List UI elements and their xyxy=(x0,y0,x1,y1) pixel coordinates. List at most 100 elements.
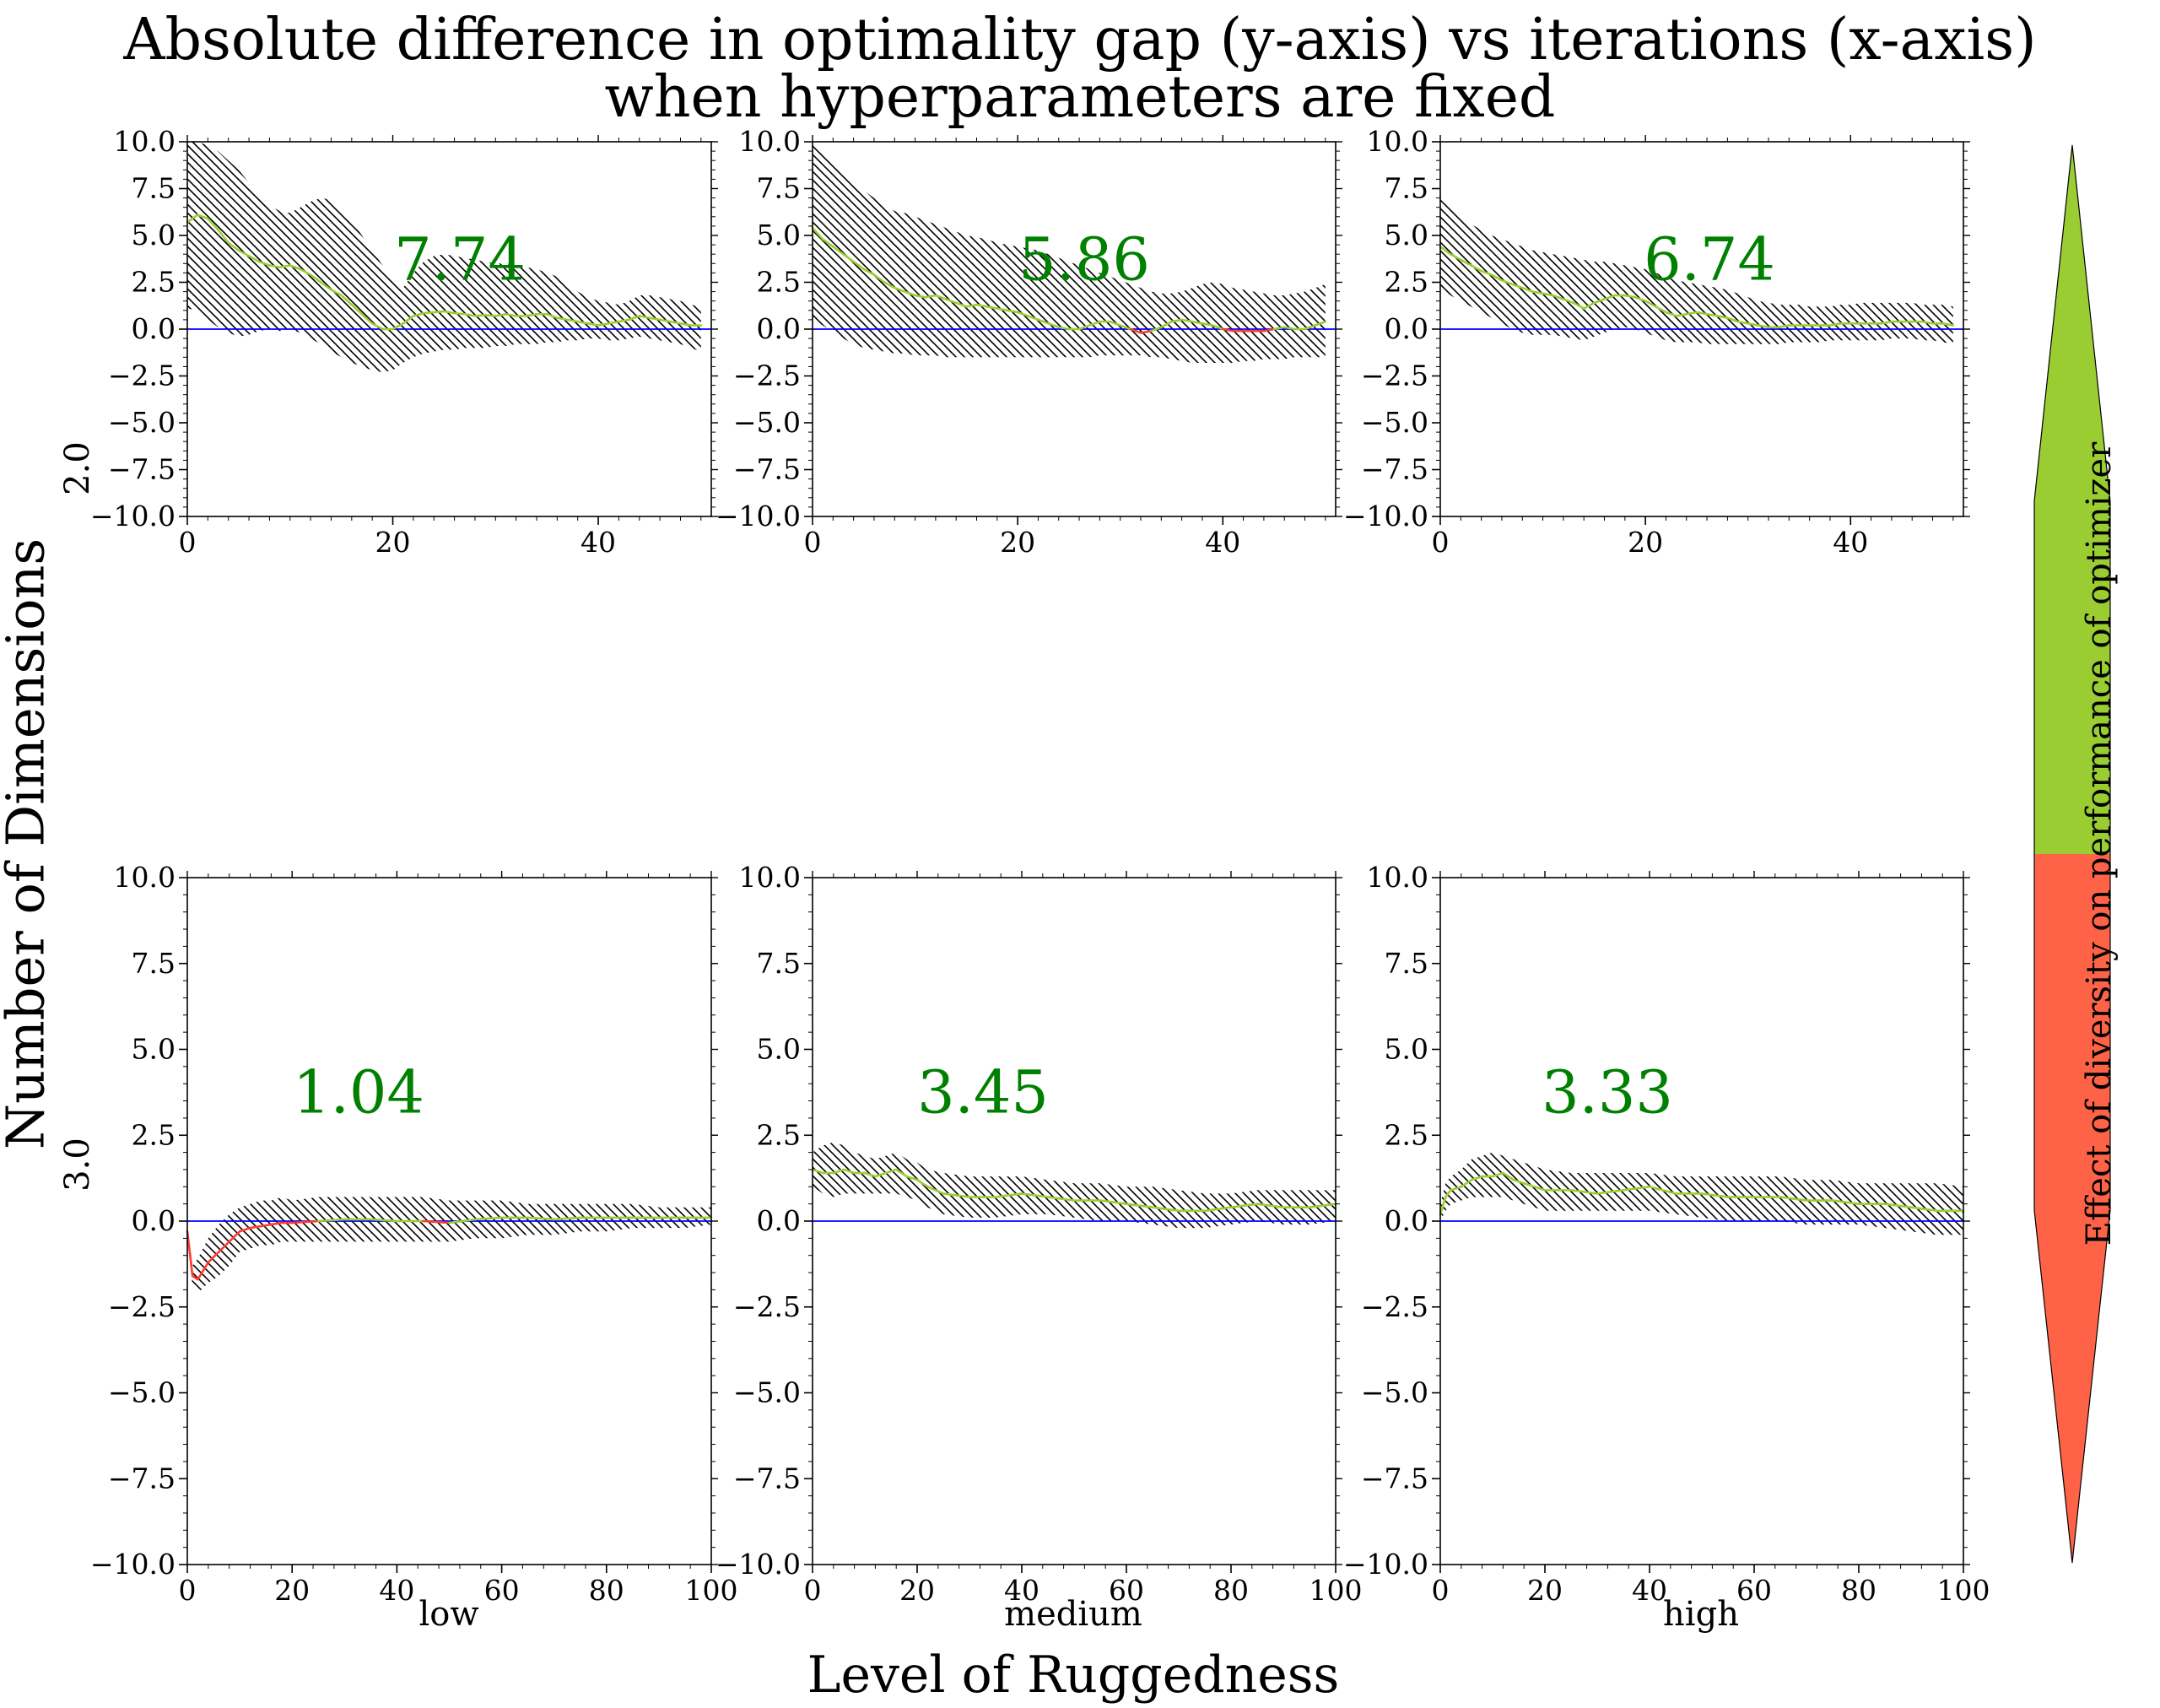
mean-line-segment xyxy=(463,312,477,317)
score-annotation: 3.33 xyxy=(1542,1057,1673,1127)
mean-line-segment xyxy=(1439,246,1452,256)
mean-line-segment xyxy=(905,1175,919,1181)
mean-line-segment xyxy=(852,260,866,271)
y-tick-label: −10.0 xyxy=(90,500,176,532)
x-tick-label: 80 xyxy=(589,1574,624,1607)
mean-line-segment xyxy=(842,1168,856,1175)
y-tick-label: −7.5 xyxy=(1361,453,1428,486)
mean-line-segment xyxy=(1151,1206,1180,1213)
x-tick-label: 0 xyxy=(179,526,197,559)
mean-line-segment xyxy=(1088,320,1101,327)
mean-line-segment xyxy=(628,315,641,322)
mean-line-segment xyxy=(832,1168,845,1175)
y-tick-label: 2.5 xyxy=(1385,1118,1428,1151)
mean-line-segment xyxy=(1160,320,1173,329)
score-annotation: 3.45 xyxy=(917,1057,1049,1127)
mean-line-segment xyxy=(370,1218,398,1223)
mean-line-segment xyxy=(934,294,948,300)
mean-line-segment xyxy=(299,268,312,276)
mean-line-segment xyxy=(448,1218,477,1224)
mean-line-segment xyxy=(1572,301,1585,310)
mean-line-segment xyxy=(1500,278,1514,286)
mean-line-segment xyxy=(1883,1203,1913,1209)
mean-line-segment xyxy=(811,1168,824,1175)
y-tick-label: −7.5 xyxy=(108,1462,176,1494)
mean-line-segment xyxy=(862,268,876,276)
mean-line-segment xyxy=(1180,318,1194,323)
y-tick-label: −10.0 xyxy=(1343,500,1428,532)
mean-line-segment xyxy=(1229,1203,1259,1209)
mean-line-segment xyxy=(986,305,999,310)
mean-line-segment xyxy=(1077,324,1091,331)
y-tick-label: 5.0 xyxy=(757,219,801,251)
mean-line-segment xyxy=(863,1171,877,1178)
mean-line-segment xyxy=(1282,326,1296,331)
mean-line-segment xyxy=(494,312,507,317)
mean-line-segment xyxy=(316,1218,346,1223)
y-tick-label: −10.0 xyxy=(1343,1548,1428,1581)
x-tick-label: 0 xyxy=(1432,526,1450,559)
mean-line-segment xyxy=(1016,311,1029,317)
mean-line-segment xyxy=(1757,324,1770,329)
mean-line-segment xyxy=(874,1171,888,1178)
score-annotation: 5.86 xyxy=(1018,225,1150,295)
mean-line-segment xyxy=(1531,290,1544,295)
y-tick-label: 10.0 xyxy=(114,861,176,894)
mean-line-segment xyxy=(638,315,651,319)
mean-line-segment xyxy=(914,294,927,299)
column-label-low: low xyxy=(418,1595,479,1634)
colorbar-outline xyxy=(2033,144,2111,1564)
mean-line-segment xyxy=(1685,311,1698,316)
mean-line-segment xyxy=(996,307,1009,312)
panel-3-high: −10.0 −7.5 −5.0 −2.5 0.0 2.5 5.0 7.5 10.0 0 20 40 60… xyxy=(1343,861,1990,1607)
mean-line-segment xyxy=(505,312,517,317)
mean-line-segment xyxy=(1444,1189,1452,1198)
mean-line-segment xyxy=(270,1221,284,1226)
mean-line-segment xyxy=(1603,294,1616,300)
mean-line-segment xyxy=(207,1251,220,1264)
mean-line-segment xyxy=(1562,298,1575,305)
y-tick-label: −2.5 xyxy=(108,359,176,392)
chart-title-line-1: Absolute difference in optimality gap (y… xyxy=(123,7,2037,73)
mean-line-segment xyxy=(1109,320,1122,327)
mean-line-segment xyxy=(842,252,855,263)
x-tick-label: 60 xyxy=(1109,1574,1144,1607)
mean-line-segment xyxy=(1314,320,1327,327)
mean-line-segment xyxy=(915,1178,929,1188)
mean-line-segment xyxy=(186,1230,194,1278)
mean-line-segment xyxy=(422,1219,451,1224)
mean-line-segment xyxy=(1596,1189,1625,1195)
mean-line-segment xyxy=(1460,1178,1473,1188)
score-annotation: 6.74 xyxy=(1644,225,1775,295)
mean-line-segment xyxy=(1470,264,1482,273)
score-annotation: 7.74 xyxy=(394,225,526,295)
mean-line-segment xyxy=(1125,1203,1154,1209)
y-tick-label: −5.0 xyxy=(733,406,801,439)
mean-line-segment xyxy=(289,264,302,271)
x-tick-label: 80 xyxy=(1841,1574,1876,1607)
mean-line-segment xyxy=(658,318,672,323)
mean-line-segment xyxy=(309,273,322,284)
x-tick-label: 0 xyxy=(804,1574,822,1607)
mean-line-segment xyxy=(228,1230,241,1243)
x-tick-label: 100 xyxy=(1310,1574,1363,1607)
y-tick-label: −10.0 xyxy=(716,1548,801,1581)
y-tick-label: 2.5 xyxy=(1385,266,1428,299)
x-tick-label: 60 xyxy=(484,1574,520,1607)
mean-line-segment xyxy=(1304,324,1316,331)
mean-line-segment xyxy=(1522,1181,1536,1188)
mean-line-segment xyxy=(821,238,834,248)
mean-line-segment xyxy=(1139,329,1153,334)
mean-line-segment xyxy=(247,255,261,263)
mean-line-segment xyxy=(217,229,230,245)
y-tick-label: 7.5 xyxy=(132,947,176,980)
mean-line-segment xyxy=(1909,1206,1939,1213)
panel-2-low: −10.0 −7.5 −5.0 −2.5 0.0 2.5 5.0 7.5 10.0 0 20 40 7.… xyxy=(90,125,718,559)
mean-line-segment xyxy=(197,1261,210,1281)
mean-line-segment xyxy=(566,318,580,323)
y-tick-label: 10.0 xyxy=(739,125,801,158)
mean-line-segment xyxy=(432,310,446,314)
mean-line-segment xyxy=(1308,1203,1337,1209)
y-tick-label: −2.5 xyxy=(1361,1290,1428,1323)
column-label-high: high xyxy=(1663,1595,1739,1634)
